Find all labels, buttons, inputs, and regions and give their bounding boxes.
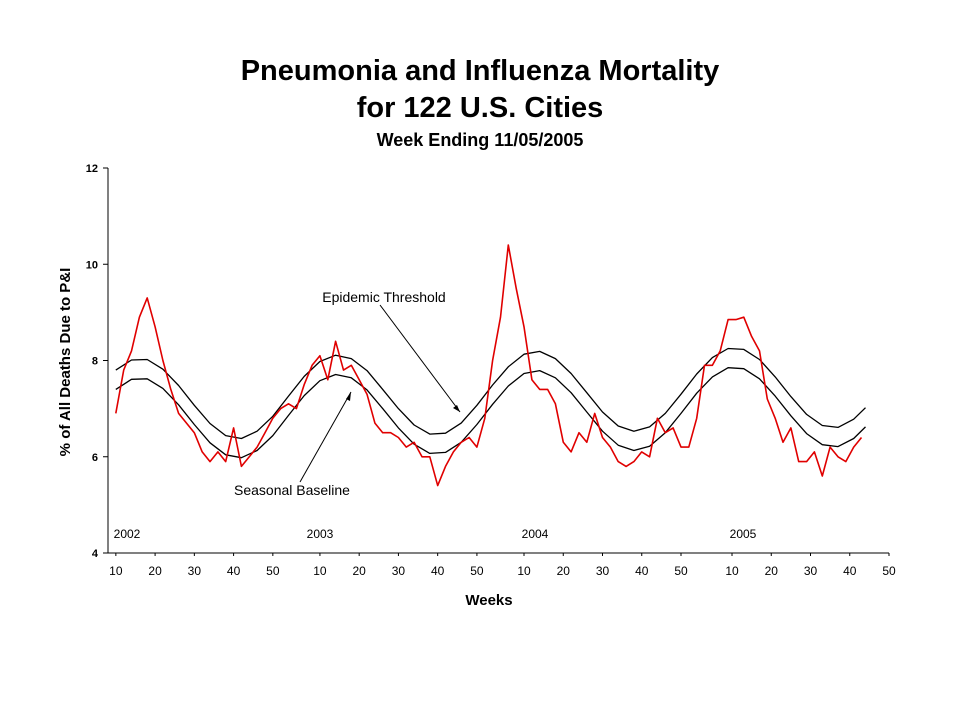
x-tick-label: 50 [674,564,688,578]
x-tick-label: 30 [804,564,818,578]
x-tick-label: 20 [148,564,162,578]
x-tick-label: 10 [313,564,327,578]
x-tick-label: 10 [109,564,123,578]
annotation-arrow [299,391,352,483]
year-label: 2005 [730,527,757,541]
x-tick-label: 20 [765,564,779,578]
year-label: 2003 [307,527,334,541]
y-tick-label: 10 [86,259,98,271]
x-axis-title: Weeks [465,592,512,609]
y-tick-label: 12 [86,163,98,175]
chart-subtitle: Week Ending 11/05/2005 [377,130,584,150]
x-tick-label: 30 [188,564,202,578]
x-tick-label: 50 [882,564,896,578]
x-tick-label: 50 [470,564,484,578]
x-tick-label: 40 [227,564,241,578]
annotation-arrowhead [346,392,351,401]
x-tick-label: 30 [392,564,406,578]
series-annotation: Seasonal Baseline [234,482,350,498]
x-tick-label: 10 [517,564,531,578]
x-tick-label: 50 [266,564,280,578]
y-tick-label: 4 [92,548,99,560]
chart-title: Pneumonia and Influenza Mortality [241,55,720,87]
y-axis-title: % of All Deaths Due to P&I [57,268,74,457]
annotation-arrow [379,304,461,413]
chart-title-line2: for 122 U.S. Cities [357,92,604,124]
y-tick-label: 6 [92,452,98,464]
annotation-arrowhead [453,405,460,412]
y-tick-label: 8 [92,356,98,368]
x-tick-label: 40 [431,564,445,578]
x-tick-label: 20 [557,564,571,578]
x-tick-label: 10 [725,564,739,578]
series-line [115,347,866,440]
x-tick-label: 30 [596,564,610,578]
x-tick-label: 40 [843,564,857,578]
year-label: 2002 [114,527,141,541]
x-tick-label: 40 [635,564,649,578]
x-tick-label: 20 [352,564,366,578]
series-annotation: Epidemic Threshold [322,289,445,305]
series-line [115,367,866,459]
series-line [115,244,863,487]
year-label: 2004 [522,527,549,541]
